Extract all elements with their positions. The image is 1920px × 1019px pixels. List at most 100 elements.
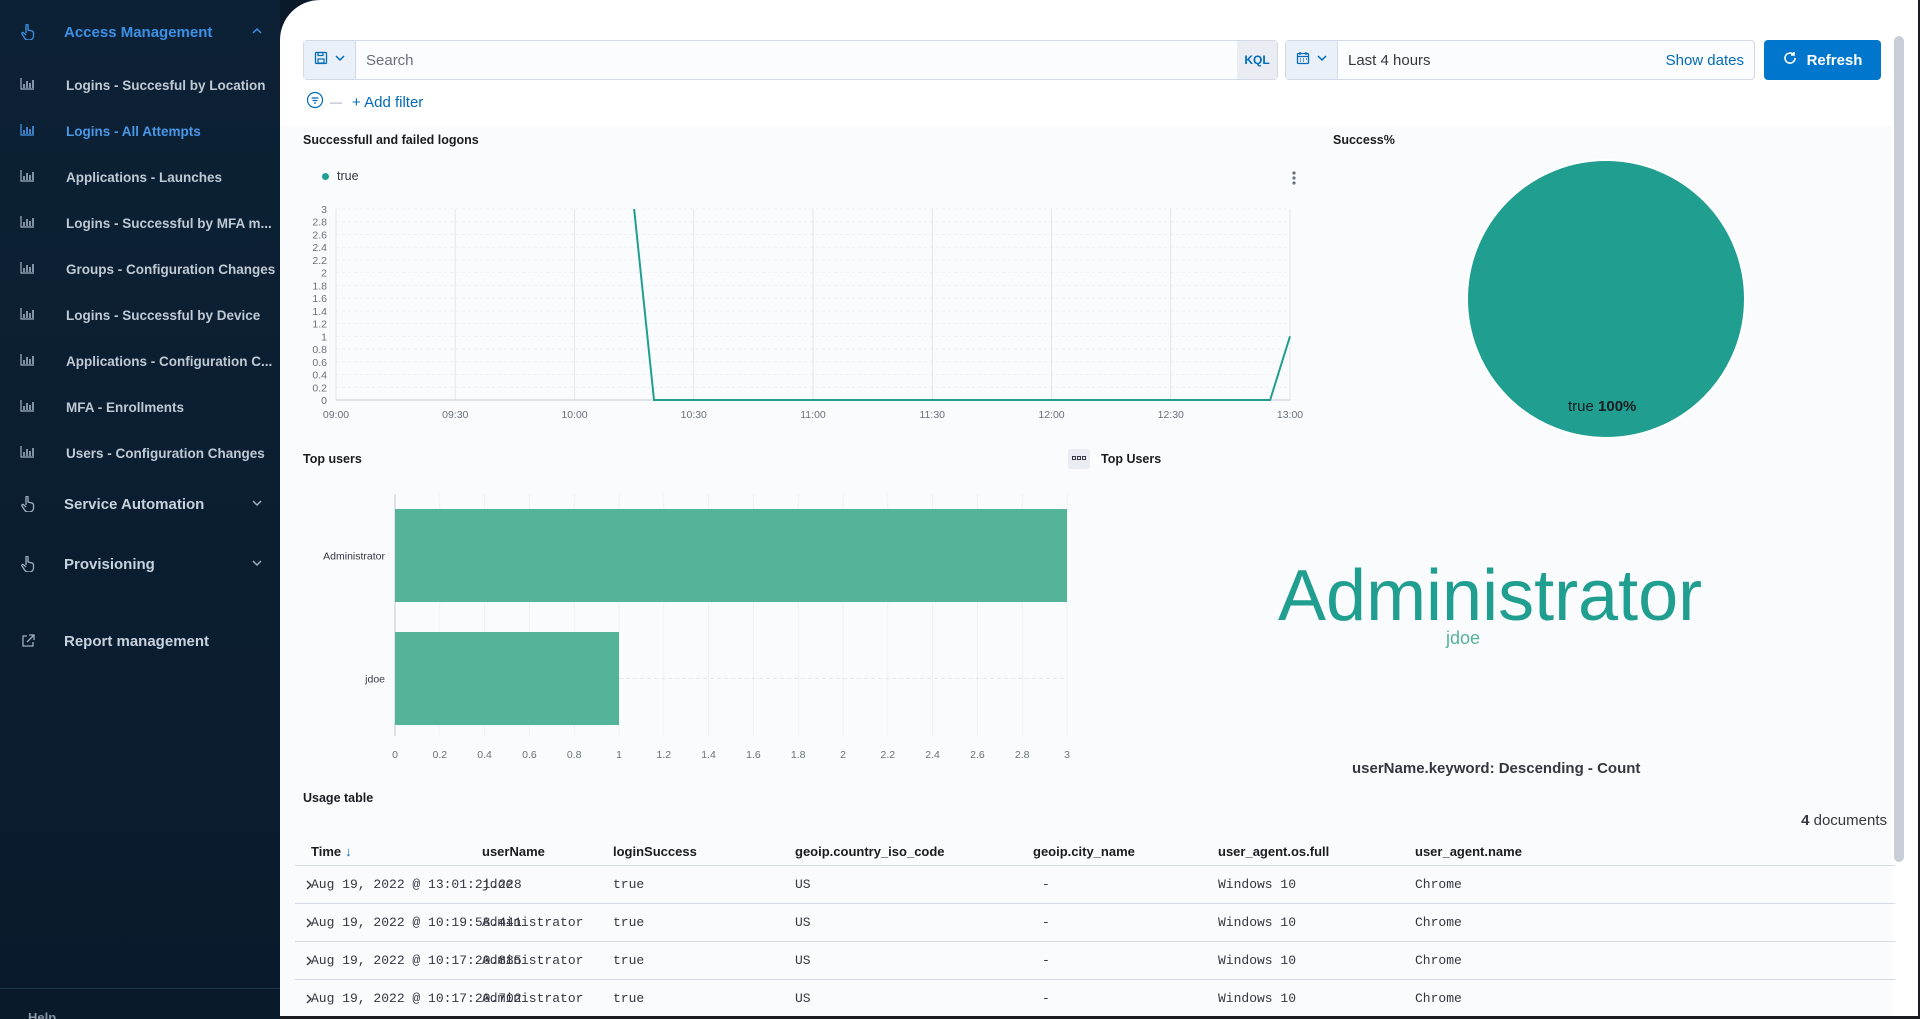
bar-chart-icon — [20, 216, 36, 230]
table-cell: - — [1042, 991, 1050, 1006]
bar-x-tick-label: 0.6 — [522, 749, 537, 761]
quick-select-button[interactable] — [1286, 41, 1338, 79]
bar-chart-icon — [20, 308, 36, 322]
saved-query-button[interactable] — [304, 41, 356, 79]
external-link-icon — [20, 633, 36, 649]
refresh-label: Refresh — [1806, 51, 1863, 69]
table-cell: Windows 10 — [1218, 953, 1297, 968]
hand-pointer-icon — [20, 24, 36, 40]
table-row[interactable]: Aug 19, 2022 @ 10:19:58.441 Administrator… — [295, 904, 1895, 942]
table-cell: Administrator — [482, 991, 584, 1006]
sidebar-item-label: Users - Configuration Changes — [66, 445, 265, 461]
tag-word-jdoe[interactable]: jdoe — [1446, 628, 1481, 648]
sidebar-item[interactable]: Logins - Successful by Device — [0, 295, 280, 335]
nav-group-label: Access Management — [64, 23, 213, 41]
table-cell: true — [613, 915, 645, 930]
bar-administrator — [395, 509, 1067, 602]
add-filter-button[interactable]: + Add filter — [352, 93, 424, 111]
panel-title-top-users-cloud: Top Users — [1101, 452, 1162, 466]
sidebar-item[interactable]: Applications - Configuration C... — [0, 341, 280, 381]
x-tick-label: 09:00 — [323, 409, 349, 421]
bar-x-tick-label: 3 — [1064, 749, 1070, 761]
col-username-header[interactable]: userName — [482, 844, 545, 859]
col-browser-header[interactable]: user_agent.name — [1415, 844, 1522, 859]
table-row[interactable]: Aug 19, 2022 @ 10:17:20.702 Administrator… — [295, 980, 1895, 1018]
table-cell: Chrome — [1415, 991, 1462, 1006]
table-row[interactable]: Aug 19, 2022 @ 10:17:20.885 Administrator… — [295, 942, 1895, 980]
col-os-header[interactable]: user_agent.os.full — [1218, 844, 1330, 859]
sidebar-item[interactable]: Users - Configuration Changes — [0, 433, 280, 473]
expand-row-icon[interactable] — [305, 866, 313, 903]
nav-group-service-automation[interactable]: Service Automation — [0, 484, 280, 524]
x-tick-label: 11:00 — [800, 409, 826, 421]
expand-row-icon[interactable] — [305, 942, 313, 979]
sidebar-item-label: Logins - All Attempts — [66, 123, 201, 139]
nav-group-access-management[interactable]: Access Management — [0, 12, 280, 52]
sidebar-item[interactable]: Logins - Succesful by Location — [0, 65, 280, 105]
bar-category-label: jdoe — [364, 674, 385, 686]
y-tick-label: 1.6 — [312, 293, 327, 305]
nav-group-provisioning[interactable]: Provisioning — [0, 544, 280, 584]
hand-pointer-icon — [20, 496, 36, 512]
bar-x-tick-label: 2.2 — [880, 749, 895, 761]
refresh-icon — [1783, 51, 1797, 69]
table-cell: - — [1042, 953, 1050, 968]
bar-x-tick-label: 2.8 — [1015, 749, 1030, 761]
table-cell: jdoe — [482, 877, 514, 892]
table-cell: - — [1042, 915, 1050, 930]
y-tick-label: 0.2 — [312, 382, 327, 394]
y-tick-label: 1.2 — [312, 319, 327, 331]
bar-x-tick-label: 0.8 — [567, 749, 582, 761]
hand-pointer-icon — [20, 556, 36, 572]
y-tick-label: 2.6 — [312, 229, 327, 241]
col-city-header[interactable]: geoip.city_name — [1033, 844, 1135, 859]
x-tick-label: 09:30 — [442, 409, 468, 421]
tag-word-administrator[interactable]: Administrator — [1278, 556, 1703, 636]
table-cell: true — [613, 877, 645, 892]
sidebar-item-label: Applications - Launches — [66, 169, 223, 185]
col-loginsuccess-header[interactable]: loginSuccess — [613, 844, 697, 859]
refresh-button[interactable]: Refresh — [1764, 40, 1881, 80]
document-count-label: documents — [1813, 812, 1887, 829]
table-cell: Chrome — [1415, 915, 1462, 930]
nav-report-management[interactable]: Report management — [0, 621, 280, 661]
line-series-true — [633, 208, 1291, 401]
tag-cloud-caption: userName.keyword: Descending - Count — [1352, 760, 1641, 777]
chevron-up-icon — [250, 24, 264, 38]
vertical-scrollbar[interactable] — [1894, 36, 1904, 862]
expand-row-icon[interactable] — [305, 980, 313, 1017]
table-cell: Windows 10 — [1218, 877, 1297, 892]
table-row[interactable]: Aug 19, 2022 @ 13:01:21.228 jdoe true US - Wi… — [295, 866, 1895, 904]
panel-title-usage: Usage table — [303, 791, 374, 805]
col-country-header[interactable]: geoip.country_iso_code — [795, 844, 945, 859]
sidebar-item-label: MFA - Enrollments — [66, 399, 185, 415]
bar-x-tick-label: 2 — [840, 749, 846, 761]
line-legend[interactable]: true — [322, 169, 359, 183]
sidebar-item-label: Logins - Succesful by Location — [66, 77, 266, 93]
sidebar: Access Management Logins - Succesful by … — [0, 0, 280, 1019]
sidebar-item[interactable]: Applications - Launches — [0, 157, 280, 197]
show-dates-link[interactable]: Show dates — [1665, 51, 1744, 69]
time-range-value[interactable]: Last 4 hours — [1348, 51, 1431, 69]
col-time-header[interactable]: Time ↓ — [311, 838, 352, 865]
kql-toggle[interactable]: KQL — [1237, 41, 1277, 79]
sidebar-item[interactable]: Logins - All Attempts — [0, 111, 280, 151]
sidebar-item[interactable]: MFA - Enrollments — [0, 387, 280, 427]
sidebar-item[interactable]: Groups - Configuration Changes — [0, 249, 280, 289]
x-tick-label: 13:00 — [1277, 409, 1303, 421]
document-count: 4 documents — [1801, 812, 1887, 829]
search-input[interactable]: Search — [366, 51, 414, 69]
expand-row-icon[interactable] — [305, 904, 313, 941]
x-tick-label: 11:30 — [920, 409, 946, 421]
panel-options-icon[interactable] — [1291, 170, 1297, 191]
bar-category-label: Administrator — [323, 551, 385, 563]
time-picker: Last 4 hours Show dates — [1285, 40, 1755, 80]
sidebar-help-link[interactable]: Help — [28, 1010, 57, 1019]
filter-row: — + Add filter — [306, 90, 423, 114]
y-tick-label: 0.8 — [312, 344, 327, 356]
panel-title-success: Success% — [1333, 133, 1395, 147]
table-cell: Windows 10 — [1218, 915, 1297, 930]
sidebar-item[interactable]: Logins - Successful by MFA m... — [0, 203, 280, 243]
filter-options-icon[interactable] — [306, 91, 324, 114]
table-cell: Administrator — [482, 915, 584, 930]
